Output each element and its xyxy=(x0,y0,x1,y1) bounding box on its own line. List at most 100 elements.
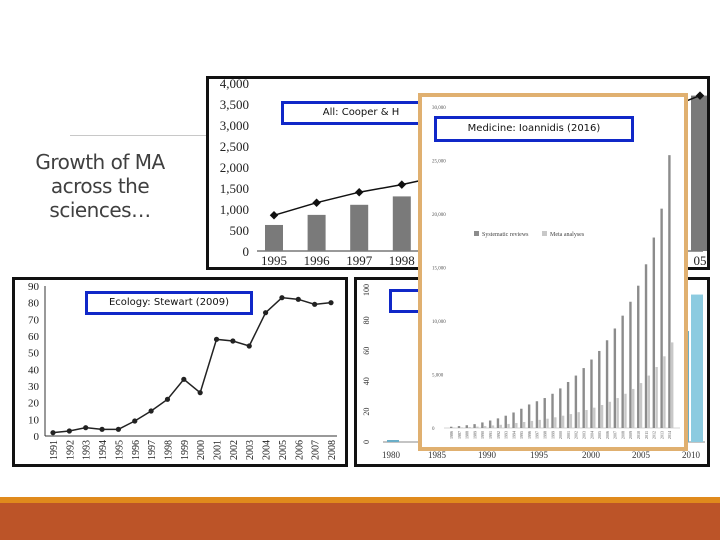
ioannidis-chart: 0 5,000 10,000 15,000 20,000 25,000 30,000 Syst… xyxy=(432,106,680,439)
stewart-point xyxy=(230,338,236,344)
ioannidis-x-tick: 1993 xyxy=(504,431,509,439)
ioannidis-sr-bar xyxy=(551,393,554,428)
stewart-x-tick: 2003 xyxy=(245,440,256,460)
stewart-point xyxy=(99,426,105,432)
ioannidis-ma-bar xyxy=(483,426,487,428)
ioannidis-sr-bar xyxy=(598,350,601,428)
cooper-y-tick: 2,500 xyxy=(220,139,249,154)
ioannidis-x-tick: 2014 xyxy=(667,431,672,439)
ioannidis-sr-bar xyxy=(559,388,562,428)
ioannidis-x-tick: 2002 xyxy=(574,431,579,439)
stewart-x-tick: 2007 xyxy=(311,440,322,460)
cooper-trend-point xyxy=(397,180,407,189)
ioannidis-sr-bar xyxy=(535,401,539,428)
stewart-point xyxy=(262,310,269,316)
cooper-x-tick: 1997 xyxy=(346,253,373,267)
stewart-point xyxy=(50,430,56,436)
ioannidis-sr-bar xyxy=(457,426,461,428)
ioannidis-x-tick: 2004 xyxy=(589,431,594,439)
stewart-y-tick: 10 xyxy=(28,414,40,426)
cooper-y-tick: 3,500 xyxy=(220,97,249,112)
ioannidis-legend-label: Systematic reviews xyxy=(482,232,529,238)
cooper-y-tick: 1,000 xyxy=(220,202,249,217)
ioannidis-sr-bar xyxy=(637,285,640,428)
stewart-y-tick: 90 xyxy=(28,281,40,293)
ioannidis-ma-bar xyxy=(546,418,549,428)
hidden-x-tick: 1990 xyxy=(478,450,497,460)
stewart-point xyxy=(295,296,301,302)
stewart-x-tick: 2006 xyxy=(294,440,305,460)
ioannidis-x-tick: 2010 xyxy=(636,431,641,439)
stewart-chart: 0 10 20 30 40 50 60 70 80 90 1991 1992 1993 1994 1995 1… xyxy=(28,281,338,460)
ioannidis-ma-bar xyxy=(538,419,541,428)
ioannidis-sr-bar xyxy=(605,340,609,428)
footer-accent-strip xyxy=(0,497,720,503)
ioannidis-sr-bar xyxy=(644,264,648,428)
ioannidis-legend-swatch xyxy=(474,231,479,236)
ioannidis-x-tick: 1994 xyxy=(511,431,516,439)
ioannidis-x-tick: 1996 xyxy=(527,431,532,439)
cooper-y-tick: 0 xyxy=(243,244,250,259)
ioannidis-x-tick: 2011 xyxy=(644,431,649,439)
ioannidis-x-tick: 2009 xyxy=(628,431,633,439)
ioannidis-x-tick: 2006 xyxy=(605,431,610,439)
ioannidis-x-tick: 1995 xyxy=(519,431,524,439)
ioannidis-ma-bar xyxy=(569,414,573,428)
ioannidis-legend-swatch xyxy=(542,231,547,236)
stewart-point xyxy=(83,425,89,431)
stewart-point xyxy=(197,390,203,396)
footer-bar xyxy=(0,503,720,540)
ioannidis-ma-bar xyxy=(468,427,471,428)
ioannidis-x-tick: 1992 xyxy=(496,431,501,439)
cooper-bar xyxy=(691,95,709,251)
cooper-bar xyxy=(265,224,283,251)
ioannidis-sr-bar xyxy=(574,375,578,428)
hidden-bar xyxy=(387,440,399,442)
ioannidis-ma-bar xyxy=(499,424,502,428)
hidden-y-tick: 0 xyxy=(362,440,371,444)
stewart-x-tick: 2008 xyxy=(327,440,338,460)
stewart-y-tick: 50 xyxy=(28,348,40,360)
cooper-x-tick: 1998 xyxy=(389,253,415,267)
ioannidis-sr-bar xyxy=(496,418,500,428)
ioannidis-ma-bar xyxy=(671,342,674,428)
ioannidis-x-tick: 2008 xyxy=(620,431,625,439)
stewart-x-tick: 1996 xyxy=(131,440,142,460)
ioannidis-ma-bar xyxy=(655,367,658,428)
ioannidis-y-tick: 15,000 xyxy=(432,267,446,272)
ioannidis-y-tick: 10,000 xyxy=(432,320,446,325)
stewart-point xyxy=(246,343,252,349)
stewart-y-tick: 70 xyxy=(28,314,40,326)
ioannidis-chart-frame: 0 5,000 10,000 15,000 20,000 25,000 30,000 Syst… xyxy=(418,93,688,451)
ioannidis-sr-bar xyxy=(613,328,617,428)
stewart-point xyxy=(115,426,122,432)
ioannidis-ma-bar xyxy=(554,417,557,428)
ioannidis-sr-bar xyxy=(488,420,492,428)
ioannidis-ma-bar xyxy=(593,407,596,428)
ioannidis-ma-bar xyxy=(663,356,666,428)
stewart-point xyxy=(181,376,187,382)
stewart-point xyxy=(328,300,334,306)
hidden-x-tick: 1980 xyxy=(382,450,401,460)
ioannidis-sr-bar xyxy=(473,424,476,428)
ioannidis-sr-bar xyxy=(652,237,656,428)
cooper-trend-point xyxy=(269,211,279,220)
stewart-y-tick: 80 xyxy=(28,298,40,310)
ioannidis-y-tick: 5,000 xyxy=(432,374,444,379)
ioannidis-sr-bar xyxy=(512,412,515,428)
ioannidis-ma-bar xyxy=(460,427,463,428)
cooper-y-tick: 500 xyxy=(230,223,250,238)
ioannidis-ma-bar xyxy=(522,422,526,428)
hidden-y-tick: 60 xyxy=(362,347,371,355)
cooper-x-tick: 1995 xyxy=(261,253,287,267)
hidden-x-tick: 2000 xyxy=(582,450,601,460)
ioannidis-x-tick: 2003 xyxy=(581,431,586,439)
stewart-y-tick: 60 xyxy=(28,331,40,343)
ioannidis-ma-bar xyxy=(530,420,534,428)
ioannidis-ma-bar xyxy=(577,412,580,428)
ioannidis-sr-bar xyxy=(450,426,453,428)
ioannidis-x-tick: 1987 xyxy=(457,431,462,439)
stewart-x-tick: 1998 xyxy=(163,440,174,460)
ioannidis-ma-bar xyxy=(647,375,651,428)
stewart-x-tick: 1997 xyxy=(147,440,158,460)
